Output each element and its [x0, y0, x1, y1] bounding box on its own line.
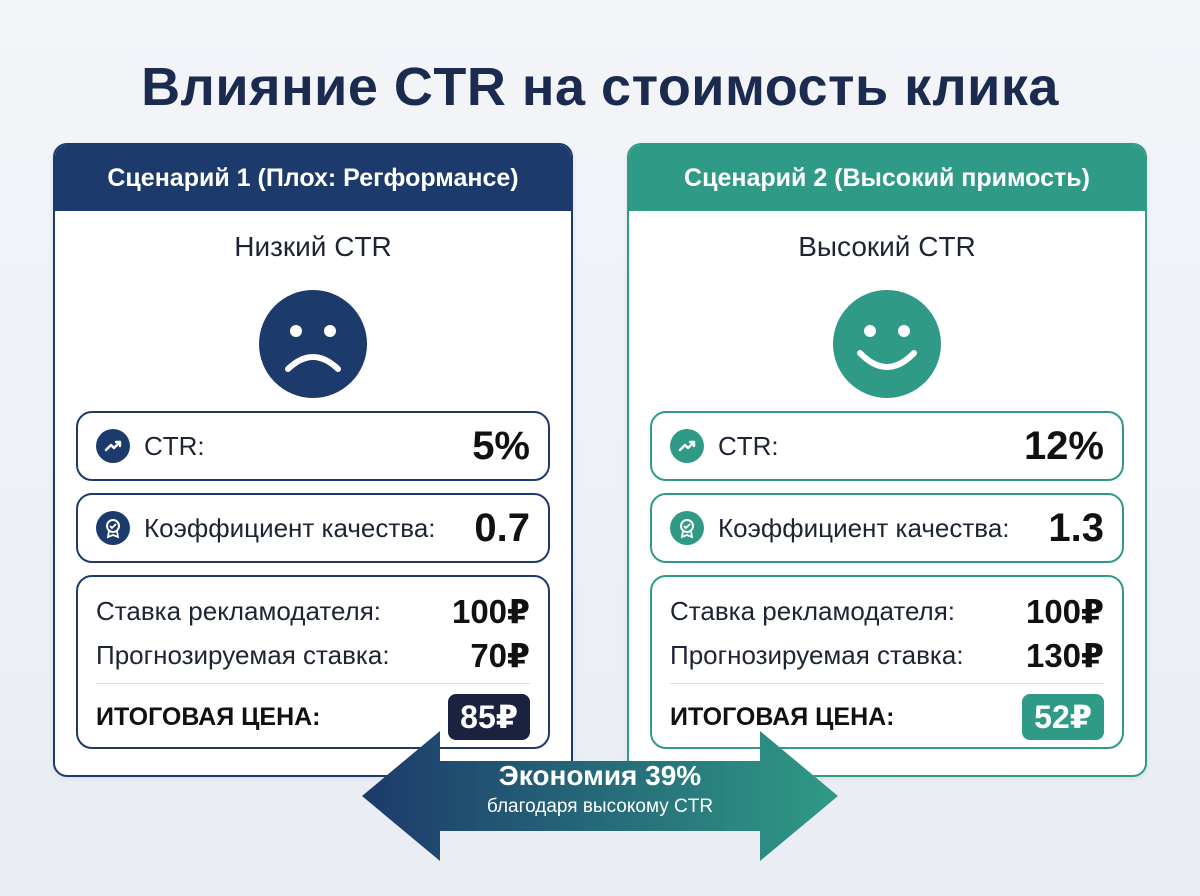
quality-value: 0.7	[474, 505, 530, 550]
bid-label: Ставка рекламодателя:	[96, 595, 382, 626]
forecast-label: Прогнозируемая ставка:	[96, 639, 390, 670]
ctr-label: CTR:	[718, 430, 779, 461]
total-line: ИТОГОВАЯ ЦЕНА: 85₽	[96, 692, 530, 742]
ctr-row: CTR: 12%	[650, 411, 1124, 481]
ctr-row: CTR: 5%	[76, 411, 550, 481]
trend-up-icon	[670, 429, 704, 463]
divider	[670, 683, 1104, 684]
quality-label: Коэффициент качества:	[718, 512, 1010, 543]
bid-line: Ставка рекламодателя: 100₽	[670, 589, 1104, 633]
price-box: Ставка рекламодателя: 100₽ Прогнозируема…	[76, 575, 550, 749]
price-box: Ставка рекламодателя: 100₽ Прогнозируема…	[650, 575, 1124, 749]
savings-sub: благодаря высокому CTR	[486, 796, 714, 817]
scenario-2-subtitle: Высокий CTR	[798, 231, 976, 262]
bid-value: 100₽	[1025, 592, 1104, 630]
quality-label: Коэффициент качества:	[144, 512, 436, 543]
quality-row: Коэффициент качества: 1.3	[650, 493, 1124, 563]
trend-up-icon	[96, 429, 130, 463]
scenario-1-header: Сценарий 1 (Плох: Регформансе)	[55, 145, 571, 211]
scenario-1-card: Сценарий 1 (Плох: Регформансе) Низкий CT…	[53, 143, 573, 777]
sad-face-icon	[55, 289, 571, 399]
happy-face-icon	[629, 289, 1145, 399]
savings-main: Экономия 39%	[498, 760, 702, 791]
forecast-label: Прогнозируемая ставка:	[670, 639, 964, 670]
savings-label: Экономия 39% благодаря высокому CTR	[362, 760, 838, 818]
quality-badge-icon	[670, 511, 704, 545]
total-label: ИТОГОВАЯ ЦЕНА:	[96, 702, 321, 731]
divider	[96, 683, 530, 684]
bid-value: 100₽	[451, 592, 530, 630]
forecast-value: 70₽	[470, 636, 530, 674]
double-arrow-icon	[362, 731, 838, 861]
total-label: ИТОГОВАЯ ЦЕНА:	[670, 702, 895, 731]
scenario-1-subtitle: Низкий CTR	[234, 231, 392, 262]
forecast-value: 130₽	[1025, 636, 1104, 674]
forecast-line: Прогнозируемая ставка: 70₽	[96, 633, 530, 677]
bid-label: Ставка рекламодателя:	[670, 595, 956, 626]
scenario-2-card: Сценарий 2 (Высокий примость) Высокий CT…	[627, 143, 1147, 777]
bid-line: Ставка рекламодателя: 100₽	[96, 589, 530, 633]
quality-row: Коэффициент качества: 0.7	[76, 493, 550, 563]
quality-value: 1.3	[1048, 505, 1104, 550]
total-price-badge: 85₽	[448, 694, 530, 740]
quality-badge-icon	[96, 511, 130, 545]
total-line: ИТОГОВАЯ ЦЕНА: 52₽	[670, 692, 1104, 742]
ctr-value: 5%	[472, 423, 530, 468]
scenario-2-header: Сценарий 2 (Высокий примость)	[629, 145, 1145, 211]
page-title: Влияние CTR на стоимость клика	[141, 57, 1059, 117]
forecast-line: Прогнозируемая ставка: 130₽	[670, 633, 1104, 677]
ctr-value: 12%	[1023, 423, 1104, 468]
total-price-badge: 52₽	[1022, 694, 1104, 740]
ctr-label: CTR:	[144, 430, 205, 461]
